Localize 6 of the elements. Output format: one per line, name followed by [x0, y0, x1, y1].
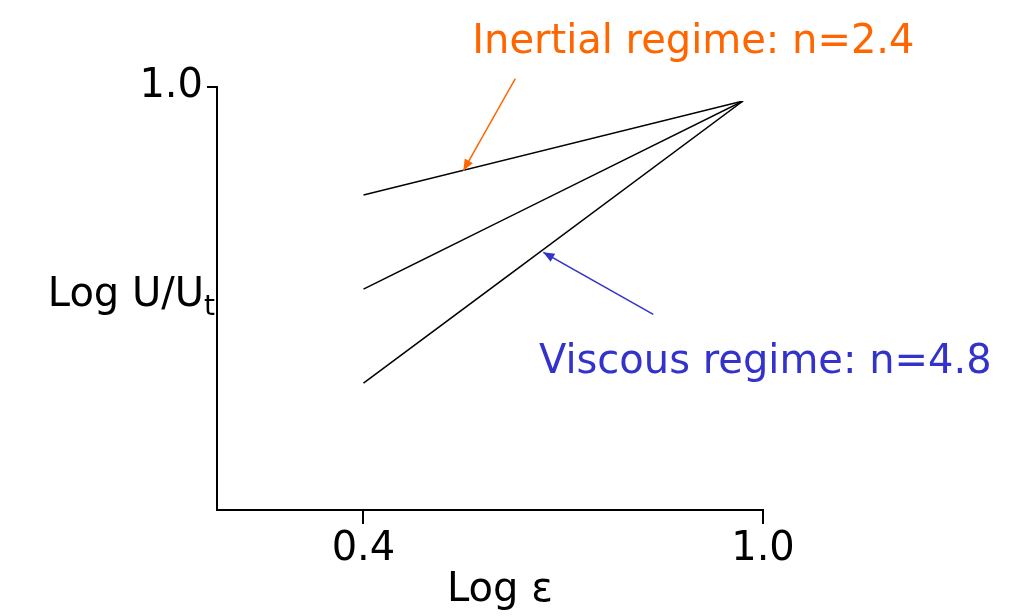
x-tick-label: 0.4	[331, 523, 396, 570]
annotation: Inertial regime: n=2.4	[472, 15, 915, 62]
annotation: Viscous regime: n=4.8	[538, 335, 992, 382]
x-axis-title: Log ε	[447, 564, 553, 610]
text: 1.0	[139, 60, 203, 107]
y-axis-title: Log U/U$_{t}$	[47, 269, 215, 322]
